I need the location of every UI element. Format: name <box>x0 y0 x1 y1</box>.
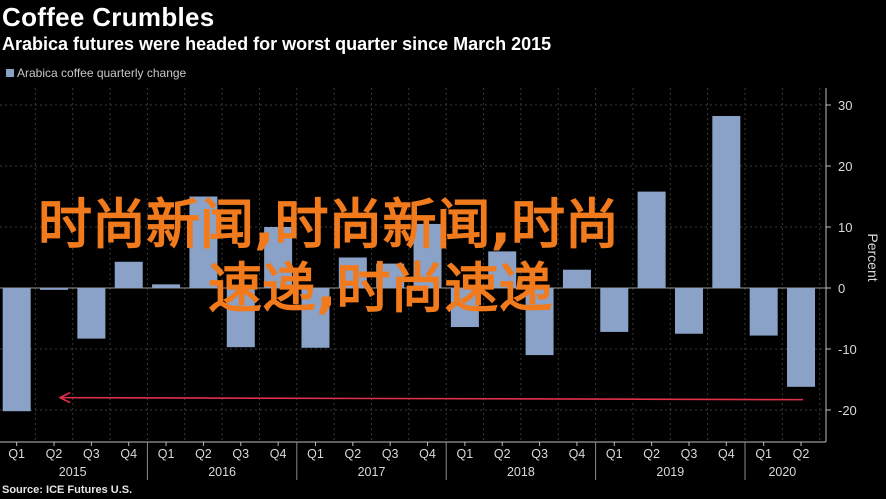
chart-subtitle: Arabica futures were headed for worst qu… <box>2 34 552 54</box>
y-tick-label: 10 <box>838 220 852 235</box>
year-label: 2019 <box>656 465 684 479</box>
y-tick-label: -10 <box>838 342 857 357</box>
bar-q3-2 <box>77 288 106 339</box>
y-axis-label: Percent <box>865 233 881 281</box>
bar-q4-19 <box>712 115 741 288</box>
bar-q2-21 <box>787 288 816 387</box>
year-label: 2020 <box>768 465 796 479</box>
x-tick-label: Q2 <box>46 447 63 461</box>
watermark-line-2: 速递,时尚速递 <box>208 257 553 320</box>
x-tick-label: Q4 <box>120 447 137 461</box>
x-tick-label: Q1 <box>307 447 324 461</box>
bar-q2-9 <box>338 257 367 288</box>
bar-q1-12 <box>450 288 479 328</box>
bar-q3-10 <box>376 263 405 288</box>
x-tick-label: Q2 <box>344 447 361 461</box>
x-tick-label: Q1 <box>8 447 25 461</box>
year-label: 2017 <box>358 465 386 479</box>
year-label: 2018 <box>507 465 535 479</box>
bar-q4-7 <box>264 227 293 288</box>
bar-q3-6 <box>226 288 255 348</box>
x-tick-label: Q2 <box>793 447 810 461</box>
chart-title: Coffee Crumbles <box>2 2 215 32</box>
watermark-line-1: 时尚新闻,时尚新闻,时尚 <box>38 193 620 256</box>
bar-q1-0 <box>2 288 31 412</box>
x-tick-label: Q3 <box>232 447 249 461</box>
year-label: 2016 <box>208 465 236 479</box>
bar-q3-14 <box>525 288 554 356</box>
x-tick-label: Q3 <box>531 447 548 461</box>
legend-label: Arabica coffee quarterly change <box>17 66 187 80</box>
bar-q2-5 <box>189 196 218 288</box>
bar-q2-13 <box>488 251 517 288</box>
bar-q1-20 <box>749 288 778 336</box>
bar-q4-15 <box>562 269 591 288</box>
annotation-arrow-line <box>60 396 804 401</box>
x-tick-label: Q1 <box>457 447 474 461</box>
y-tick-label: 0 <box>838 281 845 296</box>
x-tick-label: Q4 <box>419 447 436 461</box>
x-tick-label: Q3 <box>83 447 100 461</box>
y-tick-label: -20 <box>838 403 857 418</box>
x-tick-label: Q3 <box>382 447 399 461</box>
x-tick-label: Q1 <box>606 447 623 461</box>
bar-q2-1 <box>40 288 69 290</box>
bar-q4-11 <box>413 223 442 288</box>
bar-q3-18 <box>674 288 703 334</box>
legend-swatch <box>6 69 14 77</box>
bar-q1-16 <box>600 288 629 332</box>
source-note: Source: ICE Futures U.S. <box>2 484 133 496</box>
y-tick-label: 20 <box>838 159 852 174</box>
x-tick-label: Q4 <box>718 447 735 461</box>
bar-q1-8 <box>301 288 330 348</box>
year-label: 2015 <box>59 465 87 479</box>
bar-q2-17 <box>637 191 666 288</box>
x-tick-label: Q1 <box>158 447 175 461</box>
legend: Arabica coffee quarterly change <box>6 66 186 80</box>
x-tick-label: Q2 <box>643 447 660 461</box>
bar-q1-4 <box>152 284 181 288</box>
x-tick-label: Q3 <box>681 447 698 461</box>
x-tick-label: Q1 <box>755 447 772 461</box>
annotation-arrow-head <box>58 391 71 404</box>
bar-q4-3 <box>114 261 143 288</box>
x-tick-label: Q4 <box>569 447 586 461</box>
y-tick-label: 30 <box>838 98 852 113</box>
x-tick-label: Q2 <box>195 447 212 461</box>
x-tick-label: Q4 <box>270 447 287 461</box>
x-tick-label: Q2 <box>494 447 511 461</box>
